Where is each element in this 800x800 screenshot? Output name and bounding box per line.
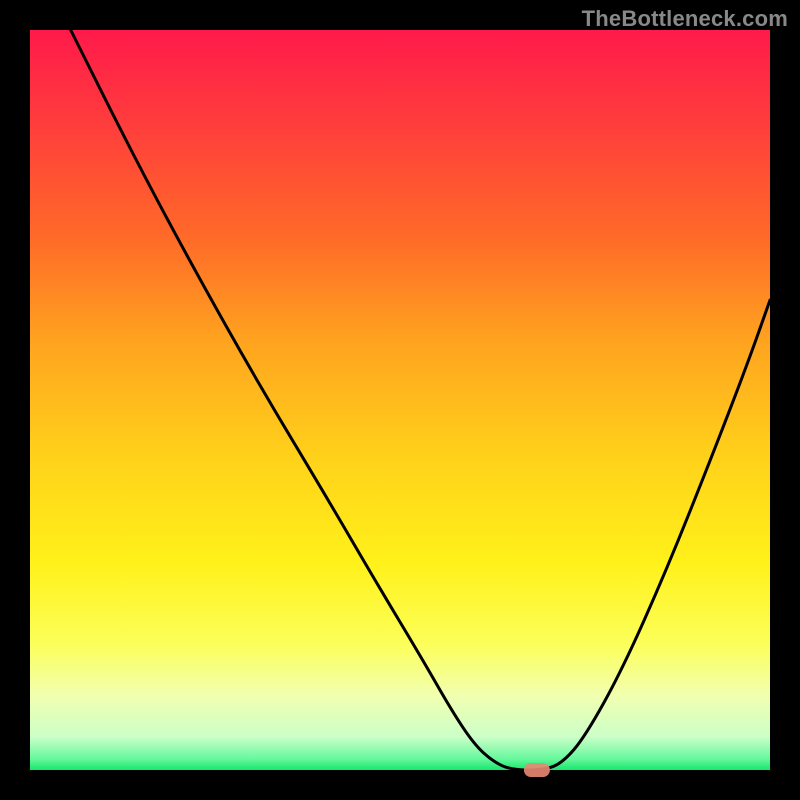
watermark-text: TheBottleneck.com [582, 6, 788, 32]
chart-gradient-bg [30, 30, 770, 770]
optimum-marker [524, 763, 550, 777]
chart-container: TheBottleneck.com [0, 0, 800, 800]
bottleneck-chart [0, 0, 800, 800]
